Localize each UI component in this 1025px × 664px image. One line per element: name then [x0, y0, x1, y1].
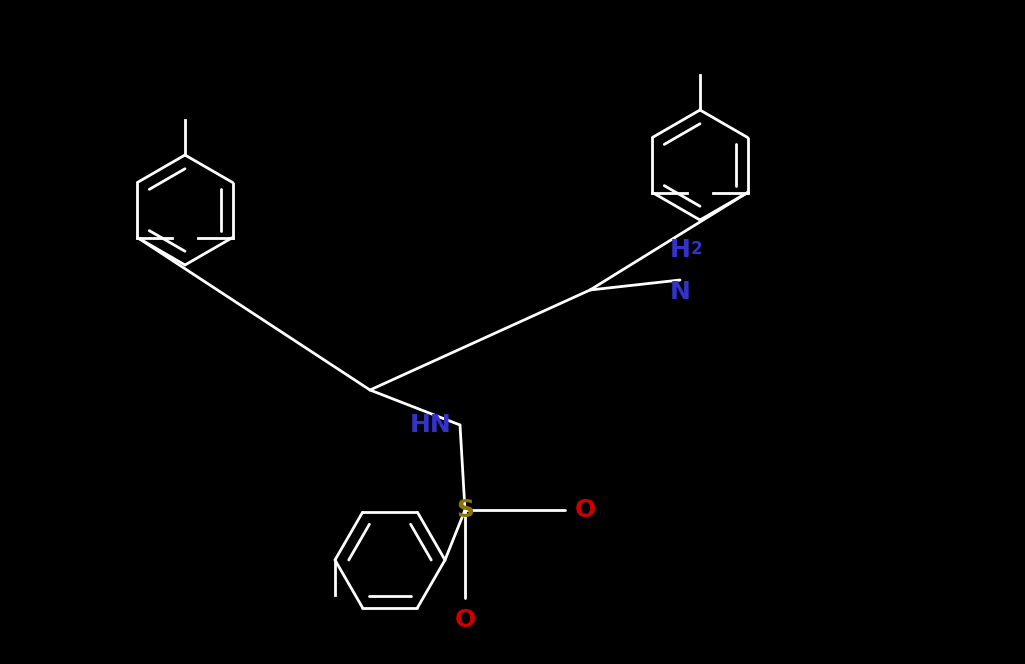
Text: N: N: [669, 280, 691, 304]
Text: O: O: [575, 498, 597, 522]
Text: H: H: [669, 238, 691, 262]
Text: S: S: [456, 498, 474, 522]
Text: HN: HN: [410, 413, 452, 437]
Text: O: O: [454, 608, 476, 632]
Text: 2: 2: [691, 240, 702, 258]
